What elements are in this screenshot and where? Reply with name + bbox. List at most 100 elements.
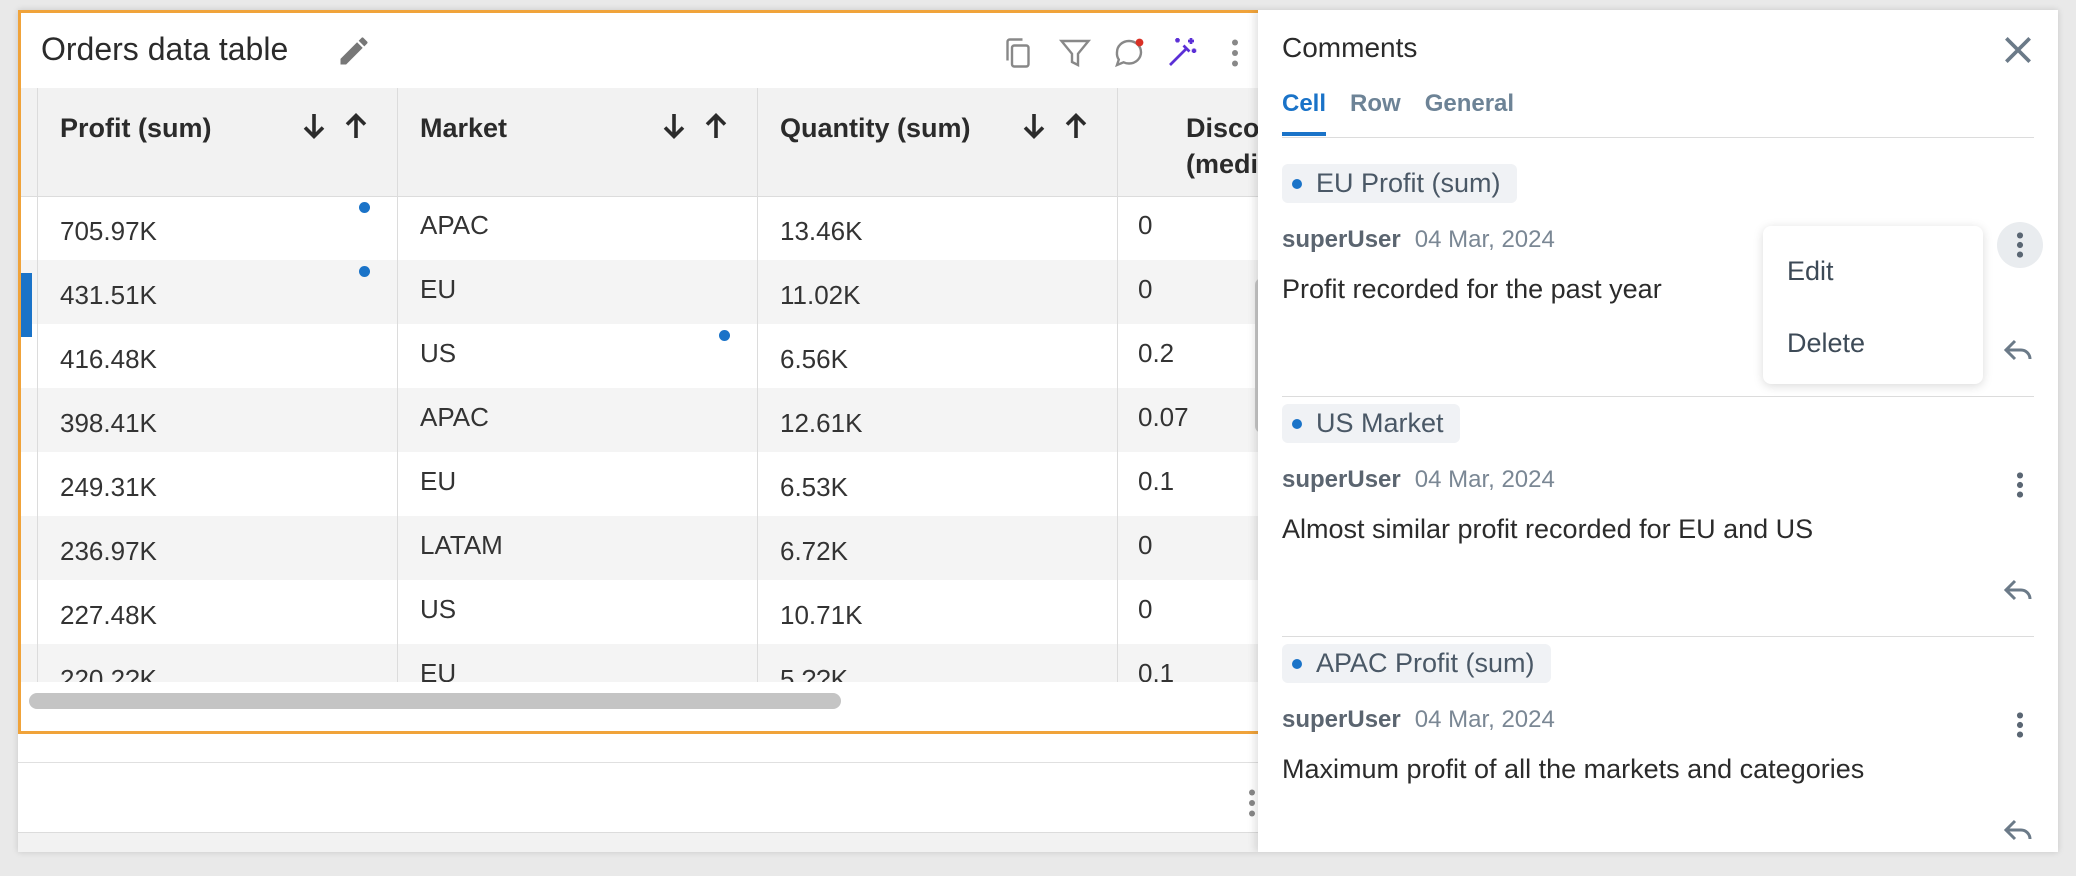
table-cell[interactable]: 249.31K [37, 452, 397, 516]
table-cell[interactable]: 0.07 [1117, 388, 1269, 452]
comment-text: Profit recorded for the past year [1282, 274, 1662, 304]
cell-value: 10.71K [780, 600, 863, 630]
more-vertical-icon[interactable] [1217, 35, 1253, 71]
menu-item-edit[interactable]: Edit [1787, 256, 1834, 286]
column-header-market[interactable]: Market [397, 88, 757, 196]
selected-row-indicator [21, 273, 32, 337]
horizontal-scrollbar[interactable] [29, 693, 841, 709]
more-vertical-icon[interactable] [1234, 785, 1270, 821]
table-cell[interactable]: 11.02K [757, 260, 1117, 324]
comment-more-button[interactable] [1997, 222, 2043, 268]
table-row[interactable]: 236.97K LATAM 6.72K 0 [21, 516, 1269, 580]
table-cell[interactable]: 0.1 [1117, 452, 1269, 516]
sort-asc-icon[interactable] [1058, 108, 1094, 144]
bullet-icon [1292, 658, 1302, 669]
comment-user: superUser [1282, 706, 1401, 733]
table-cell[interactable]: 0 [1117, 580, 1269, 644]
column-label: Market [420, 113, 508, 143]
cell-value: EU [420, 274, 457, 304]
comment-more-button[interactable] [1997, 702, 2043, 748]
table-row[interactable]: 416.48K US 6.56K 0.2 [21, 324, 1269, 388]
close-icon[interactable] [1998, 30, 2038, 70]
edit-title-icon[interactable] [336, 33, 372, 69]
table-cell[interactable]: 398.41K [37, 388, 397, 452]
table-cell[interactable]: 220.2?K [37, 644, 397, 682]
table-cell[interactable]: 705.97K [37, 196, 397, 260]
sort-desc-icon[interactable] [1016, 108, 1052, 144]
column-header-discount[interactable]: Discou (medi [1117, 88, 1269, 196]
table-cell[interactable]: 0 [1117, 516, 1269, 580]
copy-icon[interactable] [1000, 35, 1036, 71]
more-vertical-icon [2016, 232, 2024, 258]
table-cell[interactable]: 0.2 [1117, 324, 1269, 388]
cell-value: 705.97K [60, 216, 157, 246]
table-cell[interactable]: 0 [1117, 260, 1269, 324]
comment-target-chip[interactable]: US Market [1282, 404, 1460, 443]
table-cell[interactable]: US [397, 580, 757, 644]
column-label: Profit (sum) [60, 113, 212, 143]
table-cell[interactable]: APAC [397, 388, 757, 452]
table-cell[interactable]: LATAM [397, 516, 757, 580]
table-cell[interactable]: 0.1 [1117, 644, 1269, 682]
table-row[interactable]: 705.97K APAC 13.46K 0 [21, 196, 1269, 260]
table-cell[interactable]: EU [397, 260, 757, 324]
table-row[interactable]: 398.41K APAC 12.61K 0.07 [21, 388, 1269, 452]
table-cell[interactable]: 0 [1117, 196, 1269, 260]
sort-asc-icon[interactable] [338, 108, 374, 144]
sort-desc-icon[interactable] [656, 108, 692, 144]
table-row[interactable]: 249.31K EU 6.53K 0.1 [21, 452, 1269, 516]
table-cell[interactable]: 6.53K [757, 452, 1117, 516]
table-cell[interactable]: 6.56K [757, 324, 1117, 388]
comment-text: Almost similar profit recorded for EU an… [1282, 514, 1814, 544]
reply-icon[interactable] [2000, 572, 2036, 608]
comment-date: 04 Mar, 2024 [1414, 466, 1555, 493]
comment-more-button[interactable] [1997, 462, 2043, 508]
table-cell[interactable]: 13.46K [757, 196, 1117, 260]
column-header-quantity[interactable]: Quantity (sum) [757, 88, 1117, 196]
comments-panel: Comments Cell Row General EU Profit (sum… [1258, 10, 2058, 852]
table-cell[interactable]: 6.72K [757, 516, 1117, 580]
cell-value: 0.1 [1138, 466, 1175, 496]
table-cell[interactable]: 10.71K [757, 580, 1117, 644]
comment-indicator-dot[interactable] [359, 202, 370, 213]
column-header-profit[interactable]: Profit (sum) [37, 88, 397, 196]
tabs-divider [1282, 137, 2034, 138]
reply-icon[interactable] [2000, 332, 2036, 368]
sort-asc-icon[interactable] [698, 108, 734, 144]
table-cell[interactable]: 416.48K [37, 324, 397, 388]
comment-tabs: Cell Row General [1282, 90, 1514, 136]
comment-indicator-dot[interactable] [359, 266, 370, 277]
tab-cell[interactable]: Cell [1282, 90, 1327, 136]
table-cell[interactable]: APAC [397, 196, 757, 260]
table-row[interactable]: 220.2?K EU 5.??K 0.1 [21, 644, 1269, 682]
cell-value: 0 [1138, 274, 1153, 304]
table-cell[interactable]: EU [397, 452, 757, 516]
cell-value: 0.2 [1138, 338, 1175, 368]
lower-widget-header [18, 750, 1266, 763]
app-canvas: Orders data table Profit (sum) [18, 10, 2058, 852]
comment-icon[interactable] [1111, 35, 1147, 71]
table-cell[interactable]: US [397, 324, 757, 388]
menu-item-delete[interactable]: Delete [1787, 328, 1866, 358]
table-row[interactable]: 431.51K EU 11.02K 0 [21, 260, 1269, 324]
table-cell[interactable]: 236.97K [37, 516, 397, 580]
comment-indicator-dot[interactable] [719, 330, 730, 341]
magic-wand-icon[interactable] [1164, 35, 1200, 71]
table-cell[interactable]: 12.61K [757, 388, 1117, 452]
table-cell[interactable]: EU [397, 644, 757, 682]
cell-value: 398.41K [60, 408, 157, 438]
sort-desc-icon[interactable] [296, 108, 332, 144]
cell-value: 0 [1138, 530, 1153, 560]
cell-value: APAC [420, 210, 489, 240]
table-cell[interactable]: 5.??K [757, 644, 1117, 682]
comment-target-chip[interactable]: EU Profit (sum) [1282, 164, 1517, 203]
reply-icon[interactable] [2000, 812, 2036, 848]
filter-icon[interactable] [1057, 35, 1093, 71]
tab-row[interactable]: Row [1350, 90, 1401, 117]
table-cell[interactable]: 227.48K [37, 580, 397, 644]
comment-target-chip[interactable]: APAC Profit (sum) [1282, 644, 1551, 683]
table-cell[interactable]: 431.51K [37, 260, 397, 324]
table-row[interactable]: 227.48K US 10.71K 0 [21, 580, 1269, 644]
tab-general[interactable]: General [1424, 90, 1515, 117]
cell-value: 416.48K [60, 344, 157, 374]
